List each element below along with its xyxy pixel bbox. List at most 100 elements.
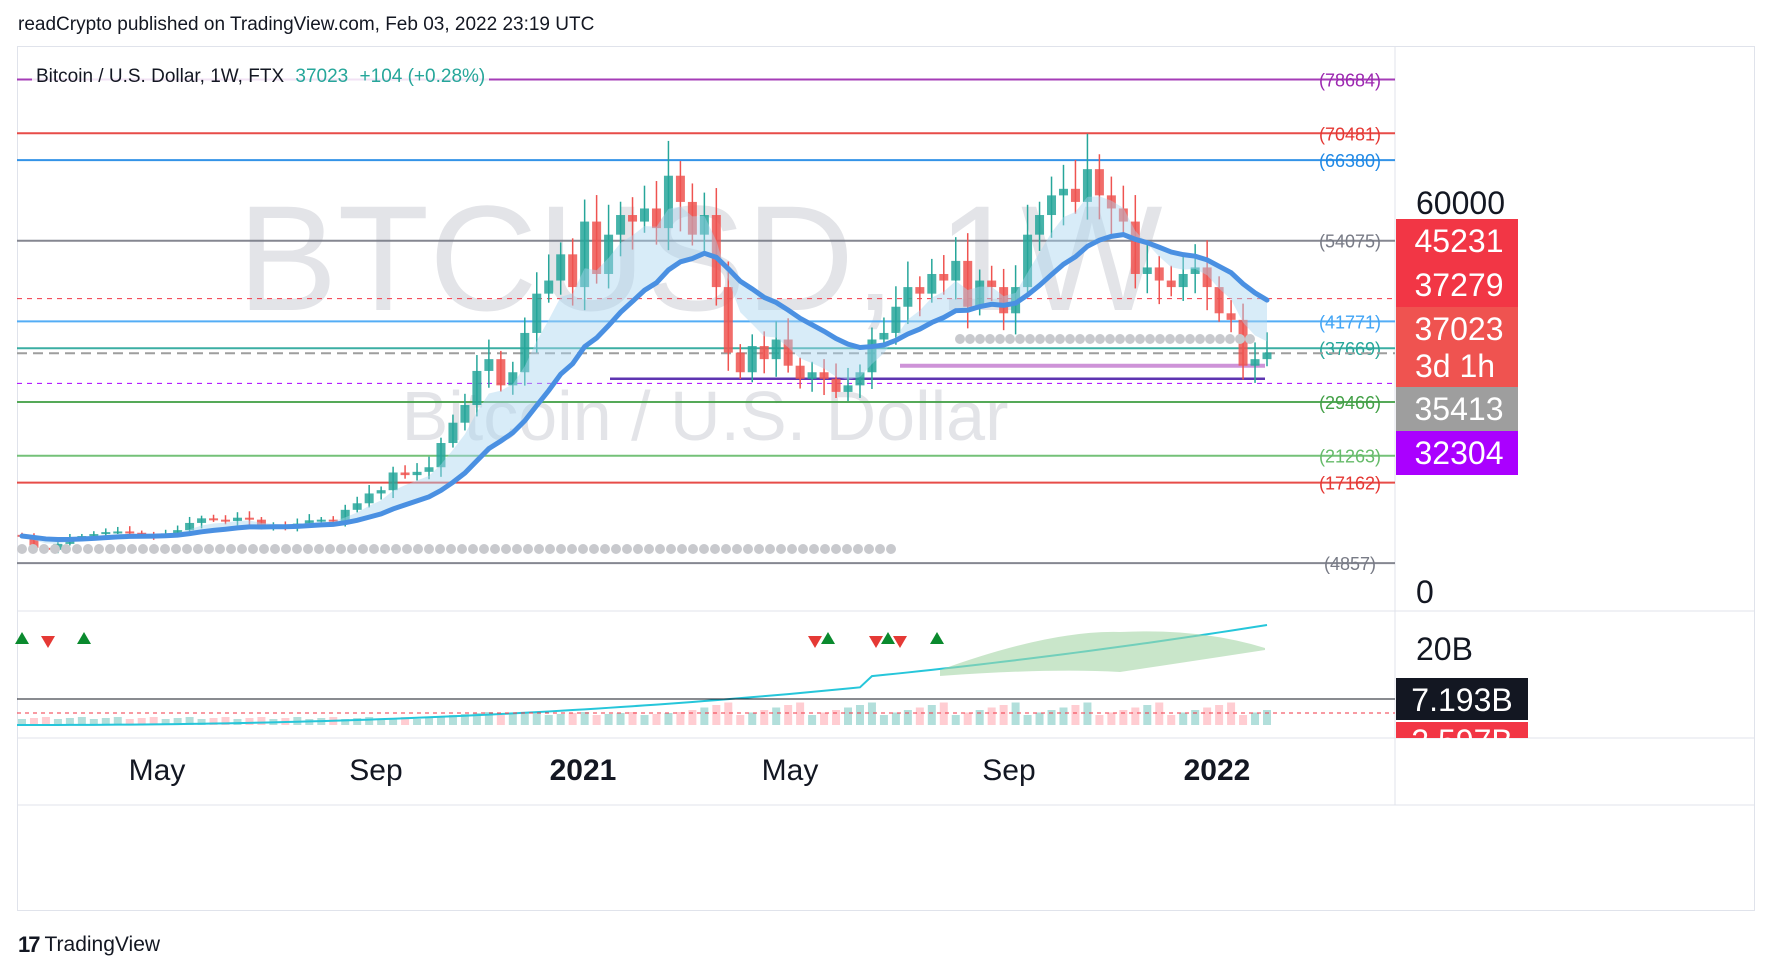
price-tag-2: [1396, 307, 1518, 387]
volume-bar: [628, 712, 637, 725]
ema-ribbon: [22, 196, 1267, 544]
volume-bar: [556, 714, 565, 725]
grey-dot: [270, 544, 280, 554]
candle-body: [927, 273, 937, 294]
grey-dot: [39, 544, 49, 554]
candle-body: [771, 339, 781, 360]
grey-dot: [1015, 334, 1025, 344]
candle-body: [1058, 188, 1068, 196]
grey-dot: [556, 544, 566, 554]
volume-bar: [1143, 705, 1152, 725]
symbol-legend[interactable]: Bitcoin / U.S. Dollar, 1W, FTX 37023 +10…: [32, 64, 490, 90]
candle-body: [915, 287, 925, 294]
volume-bar: [401, 717, 410, 725]
grey-dot: [336, 544, 346, 554]
volume-bar: [1107, 712, 1116, 725]
volume-bar: [341, 719, 350, 725]
grey-dot: [710, 544, 720, 554]
price-tag-label-1: 37279: [1415, 267, 1504, 303]
grey-dot: [886, 544, 896, 554]
grey-dot: [259, 544, 269, 554]
grey-dot: [193, 544, 203, 554]
grey-dot: [743, 544, 753, 554]
publish-header: readCrypto published on TradingView.com,…: [18, 14, 595, 35]
volume-bar: [604, 714, 613, 725]
price-tag-0: [1396, 219, 1518, 263]
y-tick-0: 0: [1416, 574, 1434, 610]
volume-bar: [891, 712, 900, 725]
candle-body: [663, 175, 673, 229]
grey-dot: [688, 544, 698, 554]
price-tag-4: [1396, 431, 1518, 475]
grey-dot: [325, 544, 335, 554]
grey-dot: [955, 334, 965, 344]
grey-dot: [1065, 334, 1075, 344]
grey-dot: [1085, 334, 1095, 344]
volume-bar: [460, 714, 469, 725]
volume-bar: [1083, 702, 1092, 725]
volume-bar: [772, 707, 781, 725]
volume-bar: [1215, 705, 1224, 725]
price-tag-1: [1396, 263, 1518, 307]
watermark-symbol: BTCUSD, 1W: [237, 174, 1162, 342]
volume-bar: [377, 719, 386, 725]
grey-dot: [633, 544, 643, 554]
candle-body: [209, 518, 219, 521]
volume-bar: [1071, 705, 1080, 725]
grey-dot: [600, 544, 610, 554]
volume-bar: [508, 714, 517, 725]
volume-bar: [939, 702, 948, 725]
footer: 17 TradingView: [18, 932, 160, 958]
grey-dot: [116, 544, 126, 554]
grey-dot: [1165, 334, 1175, 344]
candle-body: [316, 519, 326, 522]
volume-bar: [736, 715, 745, 725]
volume-bar: [1227, 702, 1236, 725]
obv-band: [940, 631, 1265, 676]
candle-body: [723, 287, 733, 353]
grey-dot: [1205, 334, 1215, 344]
volume-bar: [1131, 707, 1140, 725]
grey-dot: [776, 544, 786, 554]
grey-dot: [666, 544, 676, 554]
candle-body: [1035, 215, 1045, 235]
level-label-5: (37669): [1319, 339, 1381, 359]
candle-body: [1250, 359, 1260, 366]
grey-dot: [424, 544, 434, 554]
grey-dot: [94, 544, 104, 554]
volume-bar: [951, 715, 960, 725]
grey-dot: [1105, 334, 1115, 344]
candle-body: [508, 372, 518, 386]
volume-bar: [161, 719, 170, 725]
grey-dot: [314, 544, 324, 554]
price-tag-countdown: 3d 1h: [1415, 348, 1495, 384]
indicator-tag-label-1: 2.597B: [1411, 723, 1512, 759]
x-tick-sep: Sep: [982, 754, 1035, 787]
volume-bar: [724, 702, 733, 725]
volume-bar: [999, 705, 1008, 725]
price-tag-label-3: 35413: [1415, 391, 1504, 427]
grey-dot: [985, 334, 995, 344]
volume-bar: [796, 702, 805, 725]
volume-bar: [365, 717, 374, 725]
volume-bar: [1191, 710, 1200, 725]
candle-body: [568, 254, 578, 288]
volume-bar: [664, 713, 673, 725]
candle-body: [1130, 221, 1140, 274]
candle-body: [616, 215, 626, 235]
volume-bar: [760, 710, 769, 725]
candle-body: [855, 372, 865, 386]
grey-dot: [765, 544, 775, 554]
grey-dot: [567, 544, 577, 554]
volume-bar: [544, 715, 553, 725]
volume-bar: [41, 717, 50, 725]
grey-dot: [226, 544, 236, 554]
candle-body: [484, 359, 494, 371]
candle-body: [795, 365, 805, 379]
candle-body: [628, 215, 638, 222]
price-tag-label-4: 32304: [1415, 435, 1504, 471]
sell-arrow-icon: [41, 636, 55, 648]
candle-body: [831, 378, 841, 392]
candle-body: [364, 493, 374, 504]
